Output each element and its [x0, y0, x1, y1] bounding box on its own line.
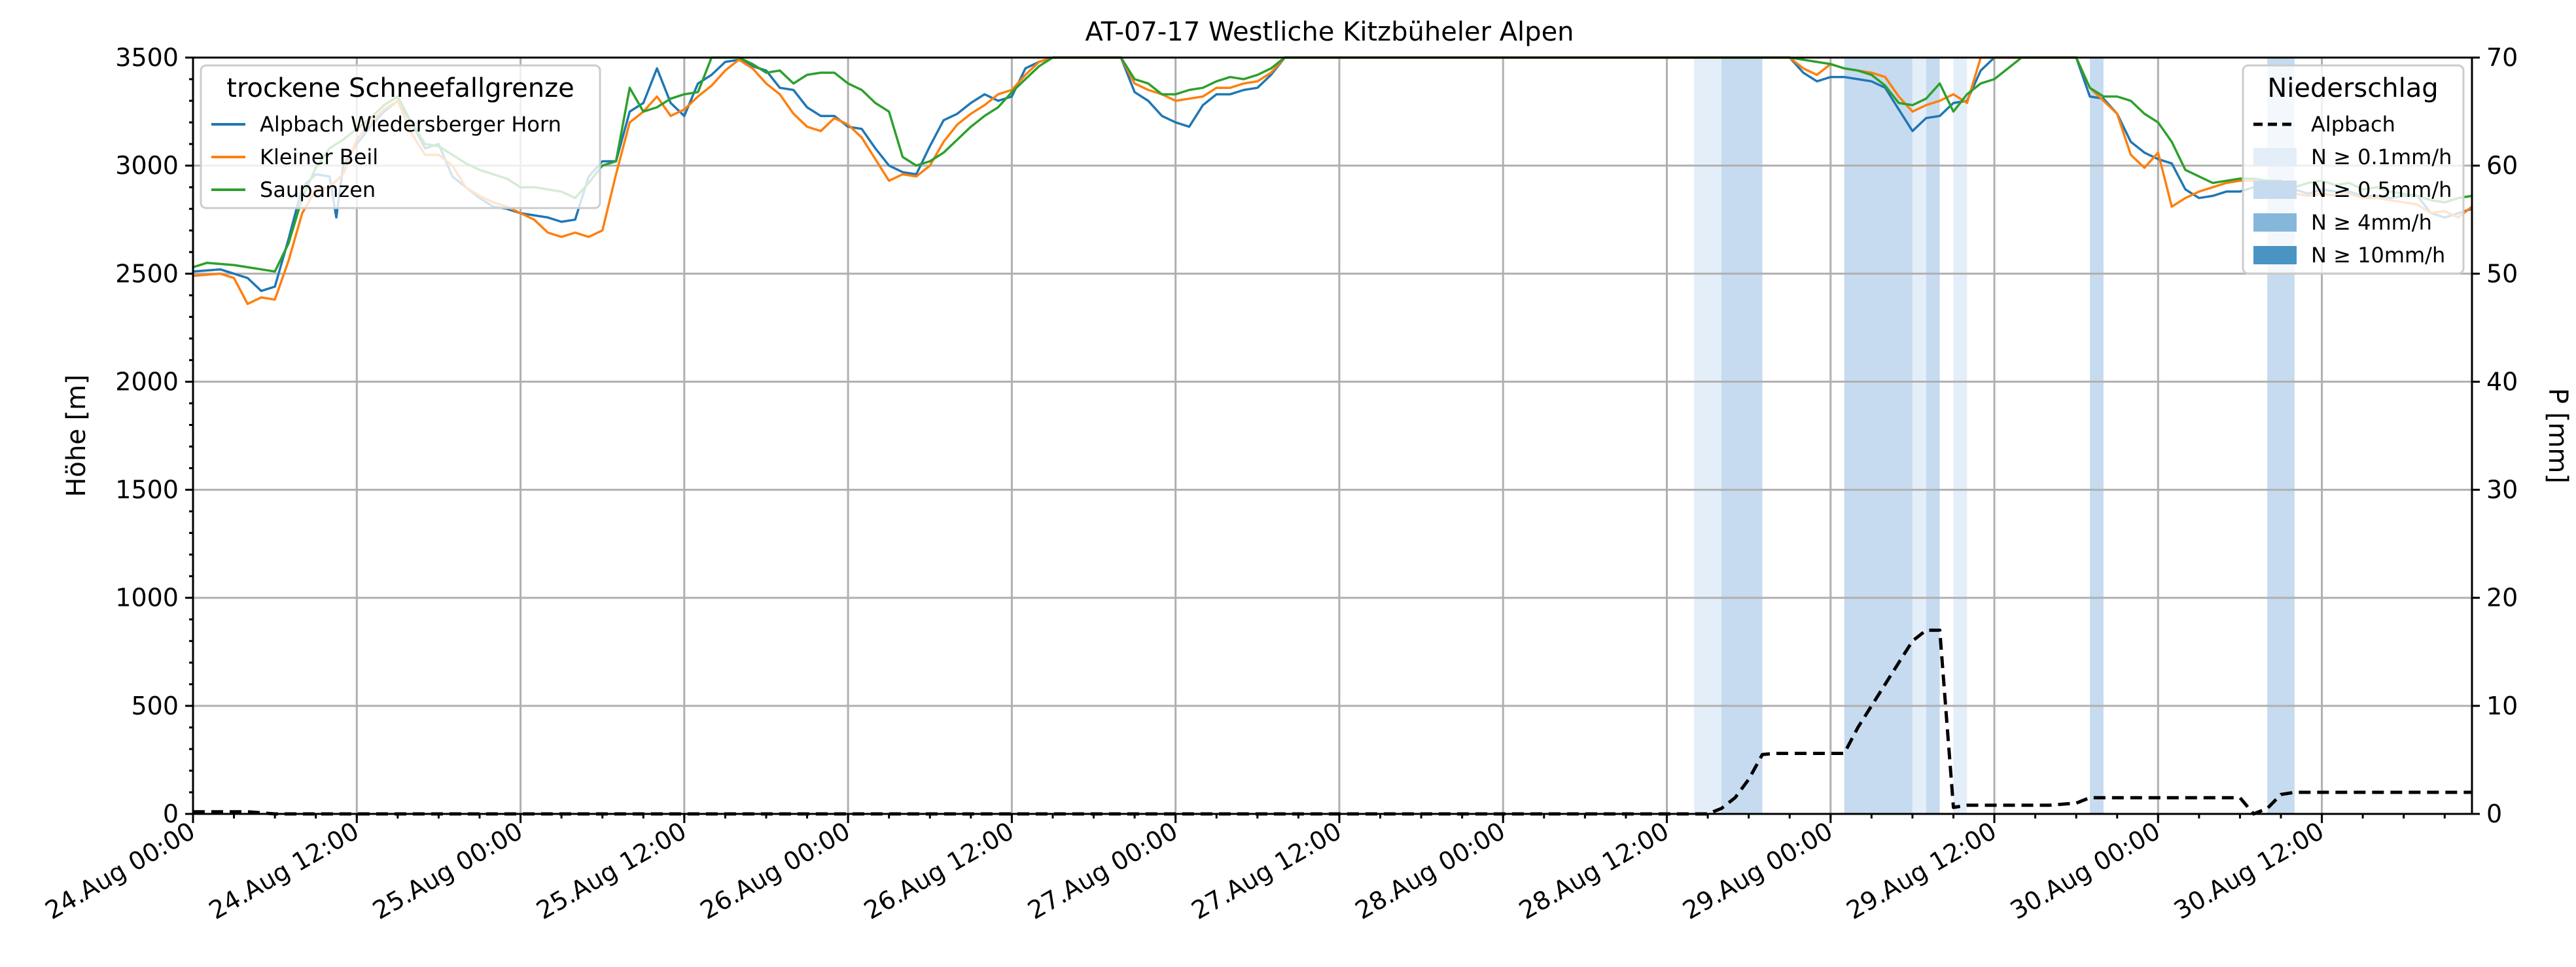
legend-left-label-1: Kleiner Beil	[260, 145, 378, 169]
legend-left-frame	[200, 64, 601, 209]
precip-bands	[1694, 58, 2295, 814]
legend-right-label-3: N ≥ 4mm/h	[2311, 210, 2432, 235]
series-line-3	[193, 628, 2472, 816]
x-tick-label-4: 26.Aug 00:00	[696, 817, 855, 925]
legend-right-label-4: N ≥ 10mm/h	[2311, 243, 2445, 268]
precip-band-2	[1844, 58, 1913, 814]
y-tick-label-right-1: 10	[2486, 692, 2518, 720]
x-tick-label-0: 24.Aug 00:00	[41, 817, 200, 925]
legend-right-label-2: N ≥ 0.5mm/h	[2311, 177, 2452, 202]
x-tick-label-9: 28.Aug 12:00	[1514, 817, 1674, 925]
x-tick-label-1: 24.Aug 12:00	[204, 817, 364, 925]
x-tick-label-3: 25.Aug 12:00	[531, 817, 691, 925]
x-tick-label-7: 27.Aug 12:00	[1187, 817, 1347, 925]
legend-right-swatch-3	[2253, 213, 2297, 232]
precip-band-0	[1694, 58, 1721, 814]
legend-right-label-1: N ≥ 0.1mm/h	[2311, 145, 2452, 169]
y-tick-label-right-3: 30	[2486, 476, 2518, 504]
precip-band-3	[1912, 58, 1926, 814]
legend-left-label-0: Alpbach Wiedersberger Horn	[260, 112, 561, 137]
legend-left-title: trockene Schneefallgrenze	[226, 73, 574, 103]
grid-lines	[193, 58, 2472, 814]
y-tick-label-left-5: 2500	[115, 259, 179, 288]
y-axis-label-left: Höhe [m]	[62, 374, 92, 497]
legend-right-label-0: Alpbach	[2311, 112, 2395, 137]
precip-band-4	[1926, 58, 1940, 814]
precip-band-1	[1721, 58, 1763, 814]
y-tick-label-right-2: 20	[2486, 584, 2518, 612]
y-tick-label-right-5: 50	[2486, 259, 2518, 288]
y-tick-label-right-6: 60	[2486, 151, 2518, 180]
y-tick-label-left-3: 1500	[115, 476, 179, 504]
legend-right-frame	[2242, 64, 2465, 275]
legend-right-swatch-4	[2253, 246, 2297, 264]
x-tick-label-13: 30.Aug 12:00	[2169, 817, 2329, 925]
legend-precipitation: Niederschlag Alpbach N ≥ 0.1mm/h N ≥ 0.5mm/…	[2242, 64, 2465, 275]
y-tick-label-right-7: 70	[2486, 43, 2518, 72]
y-tick-label-left-1: 500	[131, 692, 179, 720]
legend-right-swatch-1	[2253, 148, 2297, 166]
y-tick-label-left-7: 3500	[115, 43, 179, 72]
y-tick-label-left-0: 0	[163, 800, 179, 828]
precip-band-6	[2090, 58, 2104, 814]
legend-right-swatch-2	[2253, 181, 2297, 199]
precip-band-5	[1953, 58, 1967, 814]
x-tick-label-10: 29.Aug 00:00	[1678, 817, 1837, 925]
y-tick-label-right-0: 0	[2486, 800, 2502, 828]
x-tick-label-12: 30.Aug 00:00	[2005, 817, 2165, 925]
legend-snowline: trockene Schneefallgrenze Alpbach Wieders…	[200, 64, 601, 209]
x-tick-label-6: 27.Aug 00:00	[1023, 817, 1182, 925]
chart-title: AT-07-17 Westliche Kitzbüheler Alpen	[1085, 17, 1574, 47]
y-axis-label-right: P [mm]	[2543, 388, 2573, 484]
legend-left-label-2: Saupanzen	[260, 177, 376, 202]
x-tick-label-11: 29.Aug 12:00	[1842, 817, 2002, 925]
x-tick-label-8: 28.Aug 00:00	[1350, 817, 1510, 925]
y-tick-label-left-4: 2000	[115, 367, 179, 396]
x-tick-label-2: 25.Aug 00:00	[368, 817, 527, 925]
y-tick-label-right-4: 40	[2486, 367, 2518, 396]
legend-right-title: Niederschlag	[2267, 73, 2438, 103]
x-tick-label-5: 26.Aug 12:00	[859, 817, 1019, 925]
plot-frame	[192, 56, 2473, 815]
y-tick-label-left-6: 3000	[115, 151, 179, 180]
y-tick-label-left-2: 1000	[115, 584, 179, 612]
